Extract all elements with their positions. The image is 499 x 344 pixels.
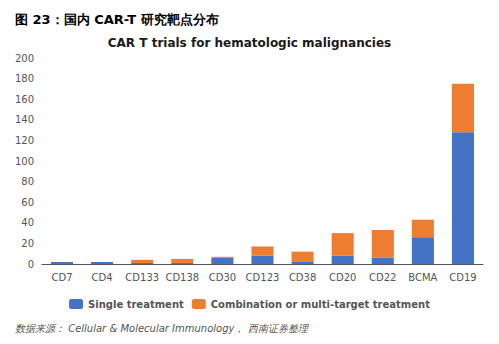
svg-text:200: 200 [15, 53, 34, 64]
svg-text:60: 60 [21, 197, 34, 208]
svg-text:CAR T trials for hematologic m: CAR T trials for hematologic malignancie… [108, 36, 391, 50]
svg-text:CD38: CD38 [289, 272, 316, 283]
svg-text:CD30: CD30 [209, 272, 236, 283]
svg-text:120: 120 [15, 135, 34, 146]
svg-text:160: 160 [15, 94, 34, 105]
svg-text:20: 20 [21, 238, 34, 249]
svg-text:BCMA: BCMA [408, 272, 437, 283]
svg-text:0: 0 [28, 259, 34, 270]
svg-text:100: 100 [15, 156, 34, 167]
svg-text:Single treatment: Single treatment [88, 299, 184, 310]
svg-text:Combination or multi-target tr: Combination or multi-target treatment [211, 299, 430, 310]
svg-text:CD19: CD19 [449, 272, 476, 283]
svg-text:CD4: CD4 [92, 272, 113, 283]
svg-text:80: 80 [21, 176, 34, 187]
svg-text:CD123: CD123 [246, 272, 280, 283]
svg-text:CD20: CD20 [329, 272, 356, 283]
svg-text:数据来源： Cellular & Molecular Imm: 数据来源： Cellular & Molecular Immunology， 西… [15, 323, 309, 334]
svg-text:180: 180 [15, 73, 34, 84]
svg-text:CD7: CD7 [52, 272, 73, 283]
svg-text:CD138: CD138 [165, 272, 199, 283]
svg-text:图 23：国内 CAR-T 研究靶点分布: 图 23：国内 CAR-T 研究靶点分布 [15, 12, 219, 27]
svg-text:40: 40 [21, 217, 34, 228]
svg-text:140: 140 [15, 114, 34, 125]
svg-text:CD22: CD22 [369, 272, 396, 283]
svg-text:CD133: CD133 [125, 272, 159, 283]
